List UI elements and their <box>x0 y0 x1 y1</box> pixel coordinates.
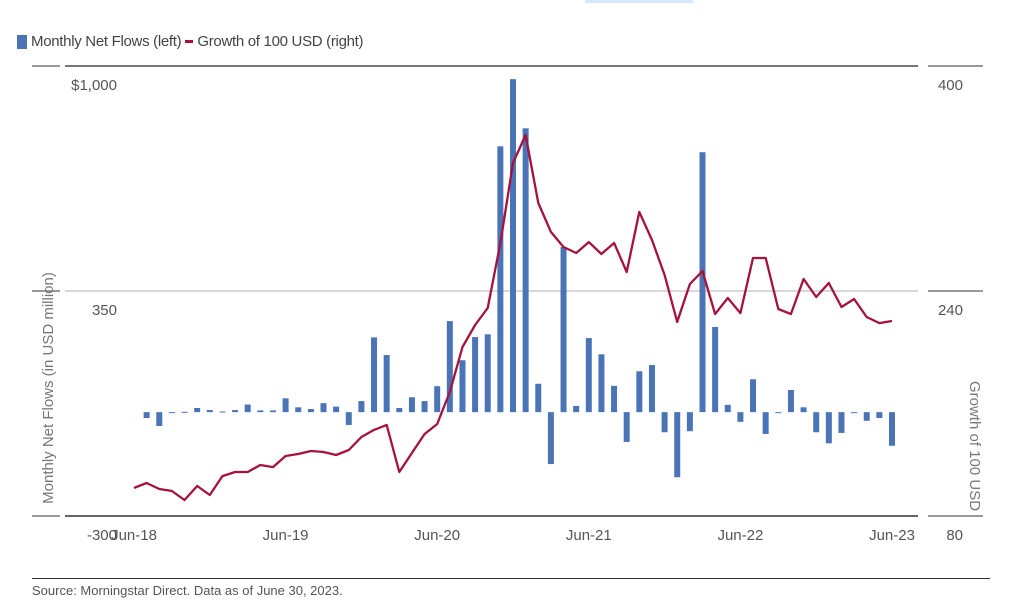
legend-bar-swatch <box>17 34 27 49</box>
flow-bar <box>851 412 858 414</box>
flow-bar <box>585 338 592 413</box>
right-axis-title: Growth of 100 USD <box>966 381 983 511</box>
flow-bar <box>724 404 731 413</box>
flow-bar <box>510 79 516 413</box>
left-tick-label: 350 <box>92 302 117 319</box>
flow-bar <box>446 321 453 413</box>
flow-bar <box>522 128 529 413</box>
flow-bar <box>295 407 302 413</box>
flow-bar <box>762 412 769 434</box>
flow-bar <box>611 385 618 413</box>
flow-bar <box>674 412 681 478</box>
flow-bar <box>320 403 327 413</box>
flow-bar <box>232 410 239 413</box>
flow-bar <box>775 412 782 414</box>
legend-bars-label: Monthly Net Flows (left) <box>31 33 182 50</box>
x-tick-label: Jun-21 <box>566 527 612 544</box>
flow-bar <box>825 412 832 444</box>
flow-bar <box>623 412 630 442</box>
flow-bar <box>648 365 655 413</box>
flow-bar <box>535 383 542 413</box>
flow-bar <box>484 334 491 413</box>
flow-bar <box>257 410 264 413</box>
left-tick-label: $1,000 <box>71 77 117 94</box>
x-tick-label: Jun-19 <box>263 527 309 544</box>
flow-bar <box>181 411 188 413</box>
x-tick-label: Jun-22 <box>717 527 763 544</box>
flow-bar <box>838 412 845 433</box>
flow-bar <box>547 412 554 465</box>
right-tick-label: 400 <box>938 77 963 94</box>
flow-bar <box>333 406 340 413</box>
right-tick-label: 240 <box>938 302 963 319</box>
flow-bar <box>307 409 314 413</box>
left-axis-title: Monthly Net Flows (in USD million) <box>40 272 57 504</box>
x-tick-label: Jun-18 <box>111 527 157 544</box>
flow-bar <box>244 404 251 413</box>
flow-bar <box>282 398 289 413</box>
flow-bar <box>168 412 175 414</box>
left-tick-label: -300 <box>87 527 117 544</box>
flow-bar <box>800 407 807 413</box>
flow-bar <box>661 412 668 433</box>
legend-line-swatch <box>185 40 194 43</box>
flow-bar <box>358 401 365 413</box>
flow-bar <box>421 401 428 413</box>
source-divider <box>32 578 990 579</box>
flow-bar <box>434 386 441 413</box>
flow-bar <box>573 405 580 413</box>
flow-bar <box>497 146 504 413</box>
source-note: Source: Morningstar Direct. Data as of J… <box>32 583 343 598</box>
flow-bar <box>396 408 403 413</box>
flow-bar <box>598 354 605 413</box>
legend-line-label: Growth of 100 USD (right) <box>197 33 364 50</box>
flow-bar <box>194 408 201 413</box>
legend: Monthly Net Flows (left) Growth of 100 U… <box>17 33 364 50</box>
flow-bar <box>219 411 226 413</box>
x-tick-label: Jun-20 <box>414 527 460 544</box>
top-highlight-strip <box>585 0 693 3</box>
flow-bar <box>636 371 643 413</box>
flow-bar <box>143 412 150 419</box>
flow-bar <box>712 327 719 413</box>
flow-bar <box>787 390 794 413</box>
flow-bar <box>371 337 378 413</box>
flow-bar <box>269 410 276 413</box>
flow-bar <box>383 355 390 413</box>
flow-bar <box>876 412 883 419</box>
flow-bar <box>459 360 466 413</box>
flow-bar <box>206 410 213 413</box>
flow-bar <box>345 412 352 425</box>
flow-bar <box>408 397 415 413</box>
flow-bar <box>472 337 479 413</box>
flow-bar <box>737 412 744 422</box>
flow-bar <box>686 412 693 432</box>
flow-bar <box>750 379 757 413</box>
right-tick-label: 80 <box>946 527 963 544</box>
flow-bar <box>813 412 820 433</box>
flow-bar <box>156 412 163 426</box>
x-tick-label: Jun-23 <box>869 527 915 544</box>
flow-bar <box>889 412 895 446</box>
flow-bar <box>560 247 567 413</box>
flow-bar <box>863 412 870 421</box>
flow-bar <box>699 152 706 413</box>
